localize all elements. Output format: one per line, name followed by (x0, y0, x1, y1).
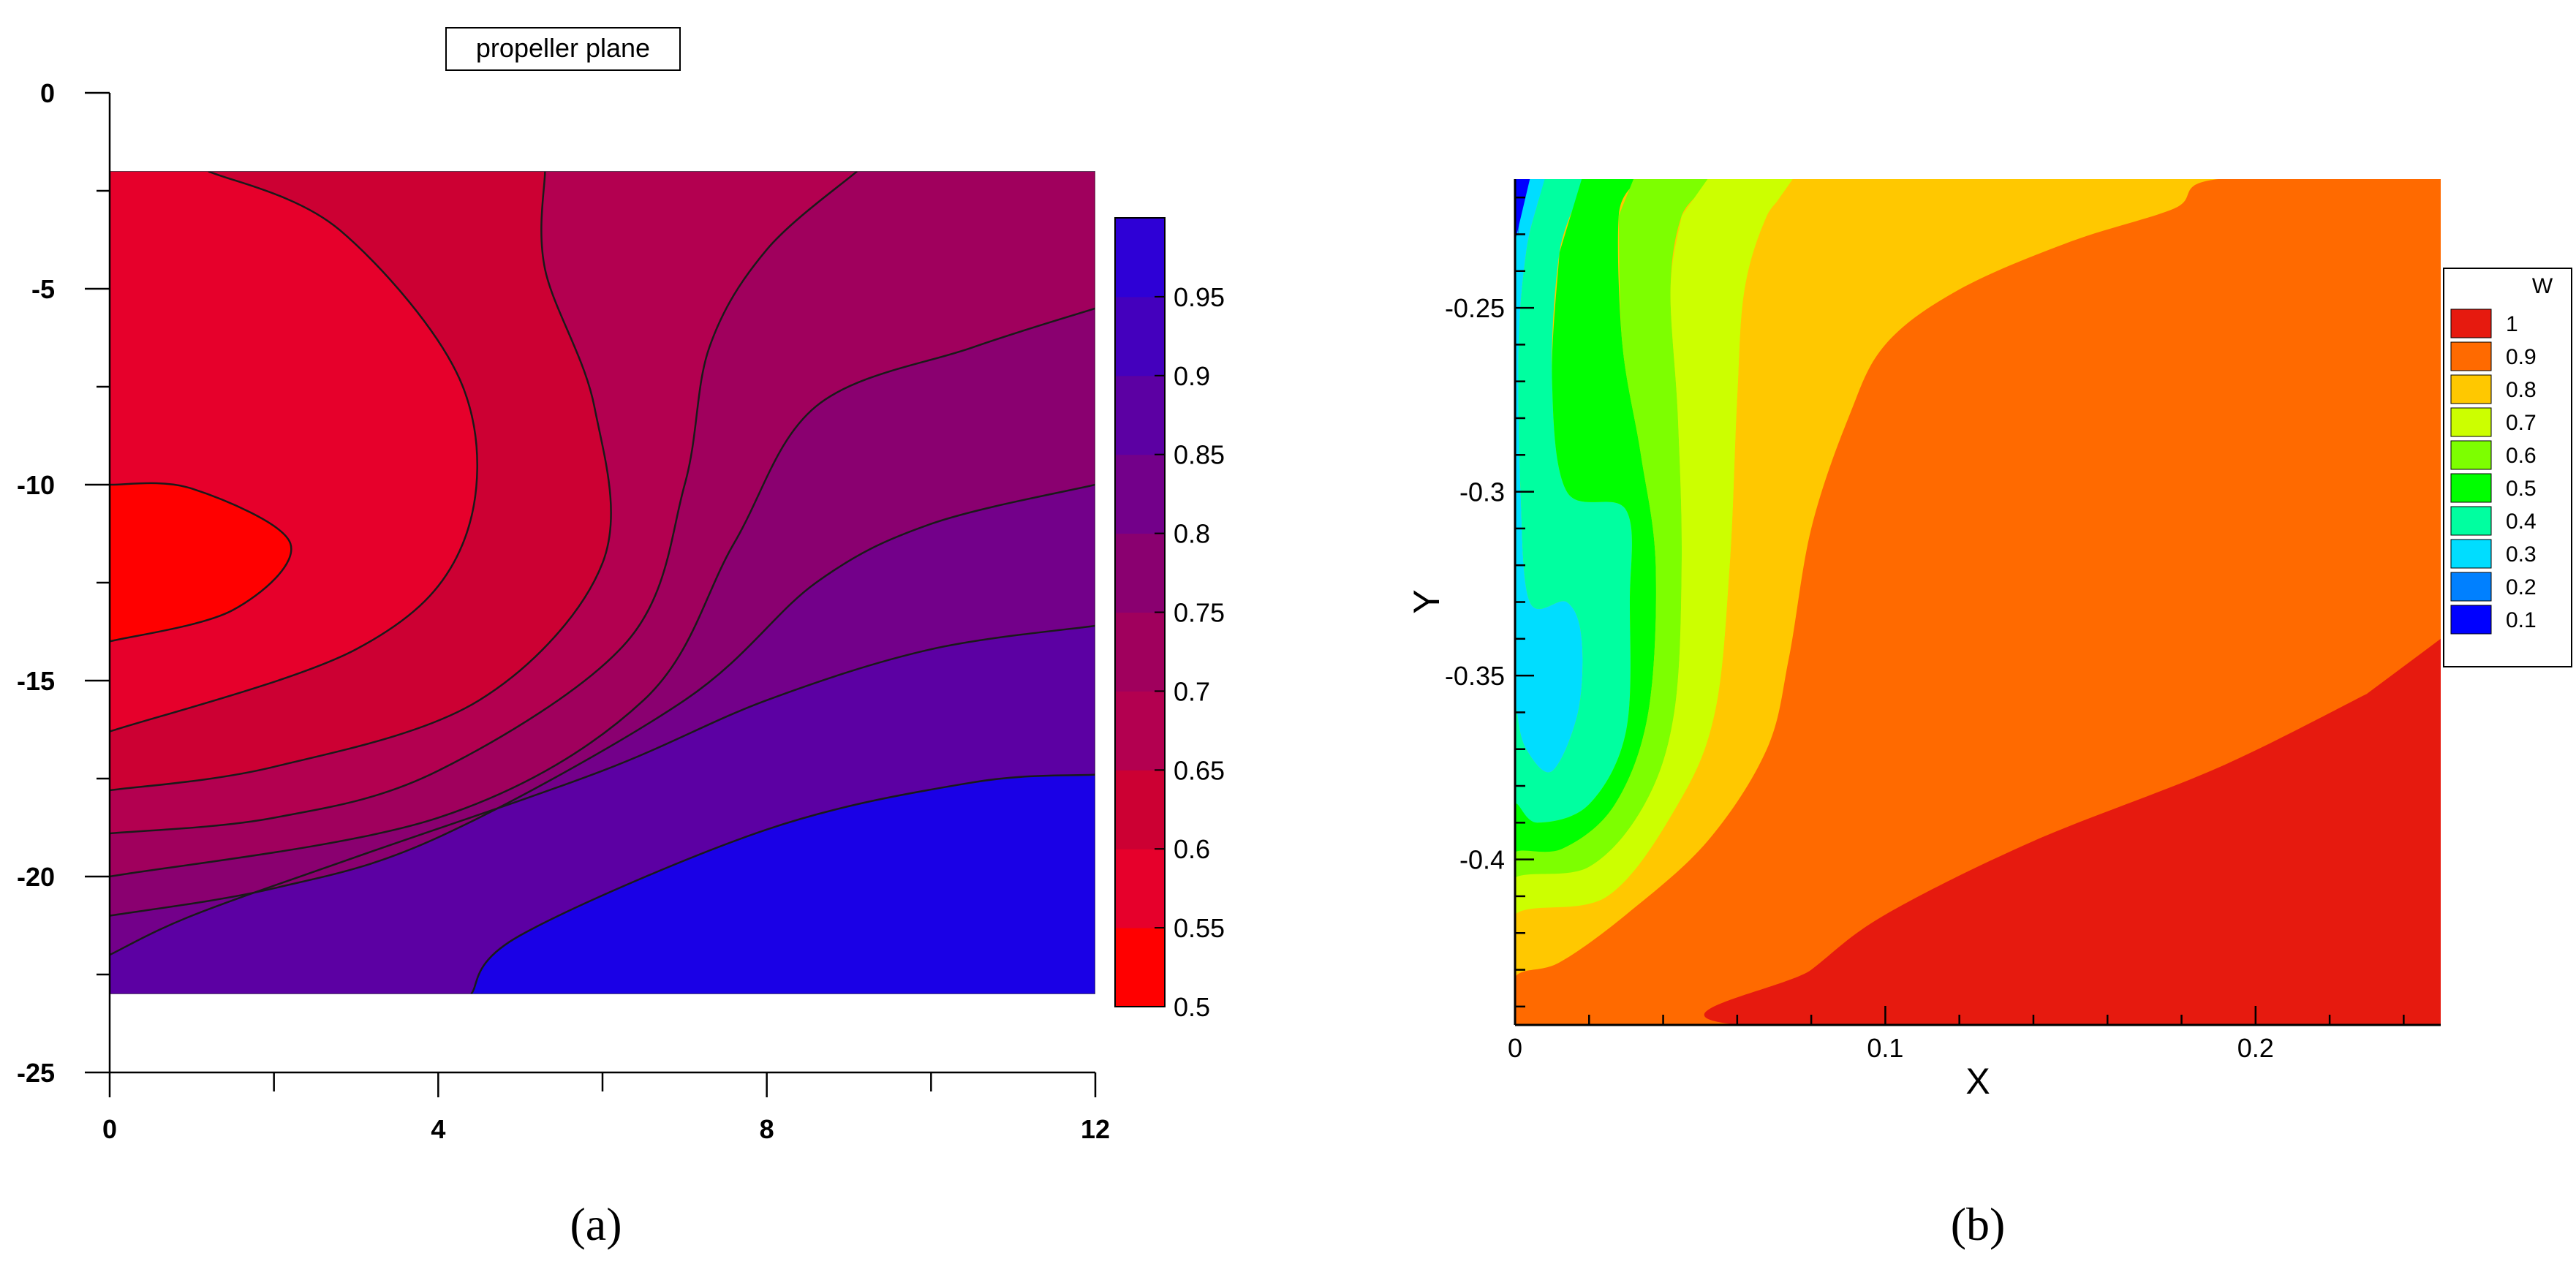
contour-region (1515, 179, 1795, 916)
y-tick-label: -25 (17, 1058, 55, 1088)
x-tick-label: 8 (760, 1114, 774, 1144)
chart-b-contour-regions (1515, 179, 2441, 1025)
legend-swatch (2450, 341, 2492, 371)
colorbar-tick-label: 0.85 (1174, 440, 1225, 470)
colorbar-tick-label: 0.65 (1174, 755, 1225, 785)
legend-label: 0.3 (2506, 542, 2537, 567)
chart-a-contour-fills (110, 171, 1095, 994)
legend-label: 0.5 (2506, 477, 2537, 501)
x-tick-label: 0 (102, 1114, 117, 1144)
x-tick-label: 0.2 (2237, 1033, 2274, 1063)
contour-region (1515, 179, 1530, 242)
chart-a-title: propeller plane (476, 33, 650, 63)
contour-line (110, 171, 612, 792)
y-tick-label: -20 (17, 862, 55, 892)
y-tick-label: -0.25 (1445, 293, 1505, 323)
legend-swatch (2450, 309, 2492, 338)
contour-region (1515, 179, 1632, 824)
colorbar-band (1115, 454, 1165, 534)
chart-b-ylabel: Y (1406, 589, 1447, 613)
contour-line (110, 307, 1095, 878)
legend-swatch (2450, 473, 2492, 503)
colorbar-tick-label: 0.95 (1174, 282, 1225, 312)
y-tick-label: -0.4 (1459, 845, 1505, 875)
chart-b: 0 0.1 0.2 -0.25 -0.3 -0.35 -0.4 X Y W1 0.9 0.8 0.… (1406, 179, 2572, 1250)
x-tick-label: 12 (1081, 1114, 1110, 1144)
contour-line (110, 482, 292, 643)
chart-a-contour-lines (110, 171, 1095, 994)
legend-swatch (2450, 506, 2492, 536)
legend-label: 0.7 (2506, 411, 2537, 435)
colorbar-tick-label: 0.8 (1174, 519, 1210, 549)
legend-swatch (2450, 539, 2492, 569)
contour-line (470, 773, 1095, 994)
y-tick-label: -10 (17, 470, 55, 500)
legend-label: 0.4 (2506, 510, 2537, 534)
colorbar-band (1115, 218, 1165, 298)
legend-label: 0.9 (2506, 345, 2537, 369)
colorbar-band (1115, 928, 1165, 1007)
contour-line (110, 171, 858, 835)
legend-label: 0.6 (2506, 444, 2537, 468)
colorbar-band (1115, 296, 1165, 376)
y-tick-label: -0.3 (1459, 477, 1505, 507)
y-tick-label: -0.35 (1445, 661, 1505, 691)
x-tick-label: 0.1 (1867, 1033, 1903, 1063)
colorbar-tick-label: 0.7 (1174, 676, 1210, 706)
y-tick-label: 0 (40, 78, 55, 108)
chart-a-colorbar: 0.95 0.9 0.85 0.8 0.75 0.7 0.65 0.6 0.55 0.5 (1114, 217, 1225, 1022)
contour-line (110, 483, 1095, 917)
contour-line (110, 624, 1095, 956)
y-tick-label: -15 (17, 666, 55, 696)
legend-swatch (2450, 407, 2492, 437)
contour-region (1515, 179, 1583, 773)
legend-swatch (2450, 572, 2492, 602)
x-tick-label: 0 (1508, 1033, 1522, 1063)
contour-region (1704, 638, 2441, 1025)
legend-swatch (2450, 440, 2492, 470)
y-tick-label: -5 (31, 274, 55, 304)
legend-swatch (2450, 605, 2492, 635)
legend-title: W (2532, 274, 2553, 298)
colorbar-band (1115, 849, 1165, 928)
colorbar-band (1115, 533, 1165, 613)
colorbar-tick-label: 0.75 (1174, 598, 1225, 628)
legend-swatch (2450, 374, 2492, 404)
colorbar-band (1115, 612, 1165, 692)
colorbar-band (1115, 375, 1165, 455)
colorbar-tick-label: 0.55 (1174, 913, 1225, 943)
chart-a-title-box (445, 27, 681, 71)
legend-label: 0.2 (2506, 575, 2537, 599)
legend-label: 1 (2506, 312, 2518, 336)
caption-b: (b) (1951, 1198, 2006, 1250)
colorbar-tick-label: 0.9 (1174, 361, 1210, 391)
chart-a-axes: 0 4 8 12 0 -5 -10 -15 -20 -25 (17, 78, 1110, 1144)
caption-a: (a) (570, 1198, 622, 1250)
contour-band (471, 774, 1095, 994)
colorbar-band (1115, 770, 1165, 849)
x-tick-label: 4 (431, 1114, 445, 1144)
chart-a: propeller plane 0 4 8 12 0 -5 -10 -15 -20 -25 0.9… (17, 27, 1225, 1250)
legend-label: 0.8 (2506, 378, 2537, 402)
colorbar-band (1115, 691, 1165, 771)
contour-region (1515, 179, 1710, 879)
chart-b-legend: W1 0.9 0.8 0.7 0.6 0.5 0.4 0.3 0.2 0.1 (2443, 268, 2572, 667)
contour-region (1515, 179, 2243, 980)
colorbar-tick-label: 0.6 (1174, 834, 1210, 864)
chart-b-xlabel: X (1965, 1061, 1990, 1102)
legend-label: 0.1 (2506, 608, 2537, 632)
colorbar-tick-label: 0.5 (1174, 992, 1210, 1022)
contour-line (110, 171, 478, 733)
chart-b-axes: 0 0.1 0.2 -0.25 -0.3 -0.35 -0.4 (1445, 179, 2441, 1063)
contour-region (1515, 179, 1656, 857)
